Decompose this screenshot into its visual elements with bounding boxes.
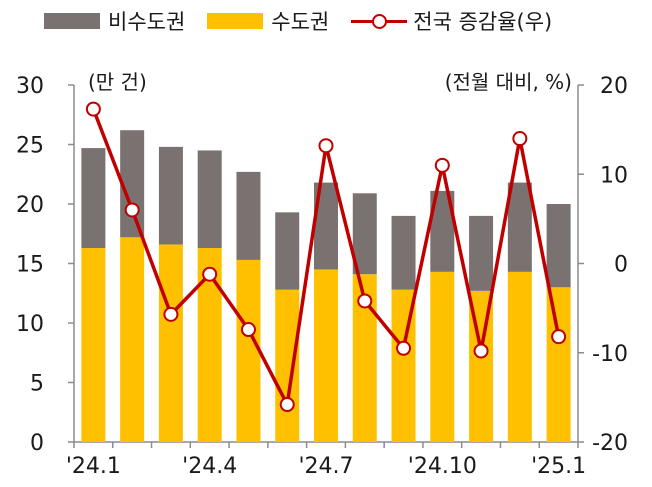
bar-nonmetro	[81, 148, 106, 249]
legend-label-growth: 전국 증감율(우)	[413, 10, 553, 34]
bar-nonmetro	[391, 215, 416, 290]
x-tick-label: '24.7	[298, 454, 353, 479]
right-tick-label: 10	[600, 163, 628, 188]
bar-metro	[120, 237, 145, 442]
bar-metro	[430, 271, 455, 442]
growth-point	[85, 101, 101, 117]
growth-point	[202, 266, 218, 282]
x-tick-label: '24.4	[182, 454, 237, 479]
legend-swatch-growth-marker	[372, 14, 388, 29]
bar-metro	[158, 244, 183, 442]
right-tick-label: -20	[592, 431, 628, 456]
growth-point	[240, 322, 256, 338]
x-tick-label: '24.10	[408, 454, 477, 479]
right-tick-label: -10	[592, 342, 628, 367]
growth-point	[124, 202, 140, 218]
x-tick-label: '24.1	[66, 454, 121, 479]
bar-nonmetro	[507, 182, 532, 272]
bar-nonmetro	[352, 193, 377, 275]
right-tick-label: 0	[614, 253, 628, 278]
bar-metro	[236, 259, 261, 442]
growth-point	[551, 329, 567, 345]
bar-metro	[314, 269, 338, 442]
left-tick-label: 20	[16, 193, 44, 218]
x-tick-label: '25.1	[531, 454, 586, 479]
legend-label-metro: 수도권	[271, 10, 330, 34]
bar-metro	[507, 271, 532, 442]
bar-metro	[546, 287, 571, 442]
legend-swatch-metro	[207, 13, 264, 29]
bar-metro	[81, 248, 106, 442]
legend-swatch-growth	[351, 11, 408, 31]
left-tick-label: 30	[16, 74, 44, 99]
growth-point	[396, 340, 412, 356]
bar-nonmetro	[546, 204, 571, 288]
growth-point	[357, 293, 373, 309]
left-tick-label: 10	[16, 312, 44, 337]
left-tick-label: 0	[30, 431, 44, 456]
left-axis-unit: (만 건)	[88, 70, 147, 94]
right-tick-label: 20	[600, 74, 628, 99]
legend-item-growth: 전국 증감율(우)	[351, 6, 552, 36]
bar-nonmetro	[158, 146, 183, 245]
legend-label-nonmetro: 비수도권	[108, 10, 186, 34]
bar-metro	[275, 289, 300, 442]
bar-nonmetro	[197, 150, 222, 249]
legend-swatch-nonmetro	[44, 13, 100, 29]
growth-point	[163, 306, 179, 322]
growth-point	[279, 397, 295, 413]
left-tick-label: 15	[16, 253, 44, 278]
left-tick-label: 25	[16, 134, 44, 159]
growth-point	[473, 343, 489, 359]
left-tick-label: 5	[30, 372, 44, 397]
legend-item-nonmetro: 비수도권	[44, 6, 185, 36]
right-axis-unit: (전월 대비, %)	[444, 70, 572, 94]
bar-nonmetro	[236, 171, 261, 260]
growth-point	[434, 157, 450, 173]
bar-nonmetro	[469, 215, 494, 291]
legend-item-metro: 수도권	[207, 6, 329, 36]
chart-legend: 비수도권 수도권 전국 증감율(우)	[44, 6, 574, 36]
growth-point	[512, 131, 528, 147]
growth-point	[318, 138, 334, 154]
bar-nonmetro	[275, 212, 300, 290]
